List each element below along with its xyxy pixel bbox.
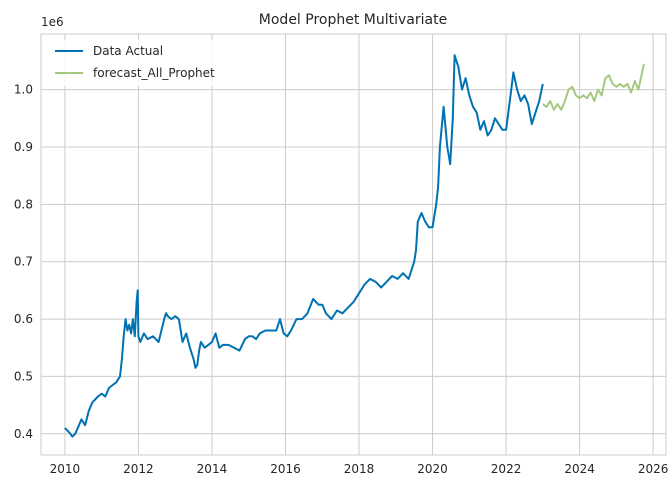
- y-tick-label: 1.0: [14, 83, 33, 97]
- y-tick-label: 0.7: [14, 255, 33, 269]
- legend-label-data-actual: Data Actual: [93, 44, 163, 58]
- x-tick-label: 2026: [638, 462, 669, 476]
- y-tick-label: 0.8: [14, 197, 33, 211]
- x-tick-label: 2012: [123, 462, 154, 476]
- y-tick-label: 0.9: [14, 140, 33, 154]
- x-tick-label: 2016: [270, 462, 301, 476]
- x-tick-label: 2018: [344, 462, 375, 476]
- x-tick-label: 2010: [50, 462, 81, 476]
- x-tick-label: 2014: [197, 462, 228, 476]
- plot-frame: [40, 33, 667, 456]
- tick-layer: 2010 2012 2014 2016 2018 2020 2022 2024 2026 0.4 0…: [14, 83, 668, 476]
- legend: Data Actual forecast_All_Prophet: [47, 40, 229, 86]
- y-tick-label: 0.5: [14, 369, 33, 383]
- chart-title: Model Prophet Multivariate: [259, 12, 447, 28]
- series-line-data-actual: [64, 54, 544, 438]
- y-offset-label: 1e6: [41, 15, 64, 29]
- y-tick-label: 0.4: [14, 427, 33, 441]
- x-tick-label: 2020: [417, 462, 448, 476]
- series-layer: [64, 54, 645, 438]
- series-line-forecast: [542, 63, 645, 111]
- x-tick-label: 2022: [491, 462, 522, 476]
- legend-label-forecast: forecast_All_Prophet: [93, 66, 215, 80]
- grid-layer: [41, 34, 666, 455]
- legend-box: [47, 40, 229, 86]
- plot-area-background: [41, 34, 666, 455]
- x-tick-label: 2024: [564, 462, 595, 476]
- y-tick-label: 0.6: [14, 312, 33, 326]
